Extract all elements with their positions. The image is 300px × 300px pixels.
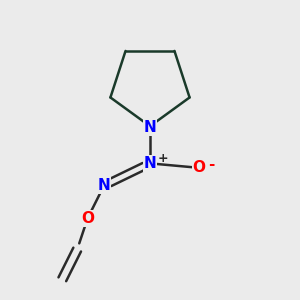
Text: -: - — [208, 157, 215, 172]
Text: O: O — [81, 211, 94, 226]
Text: N: N — [144, 156, 156, 171]
Text: N: N — [98, 178, 110, 193]
Text: O: O — [193, 160, 206, 175]
Text: +: + — [157, 152, 168, 164]
Text: N: N — [144, 120, 156, 135]
